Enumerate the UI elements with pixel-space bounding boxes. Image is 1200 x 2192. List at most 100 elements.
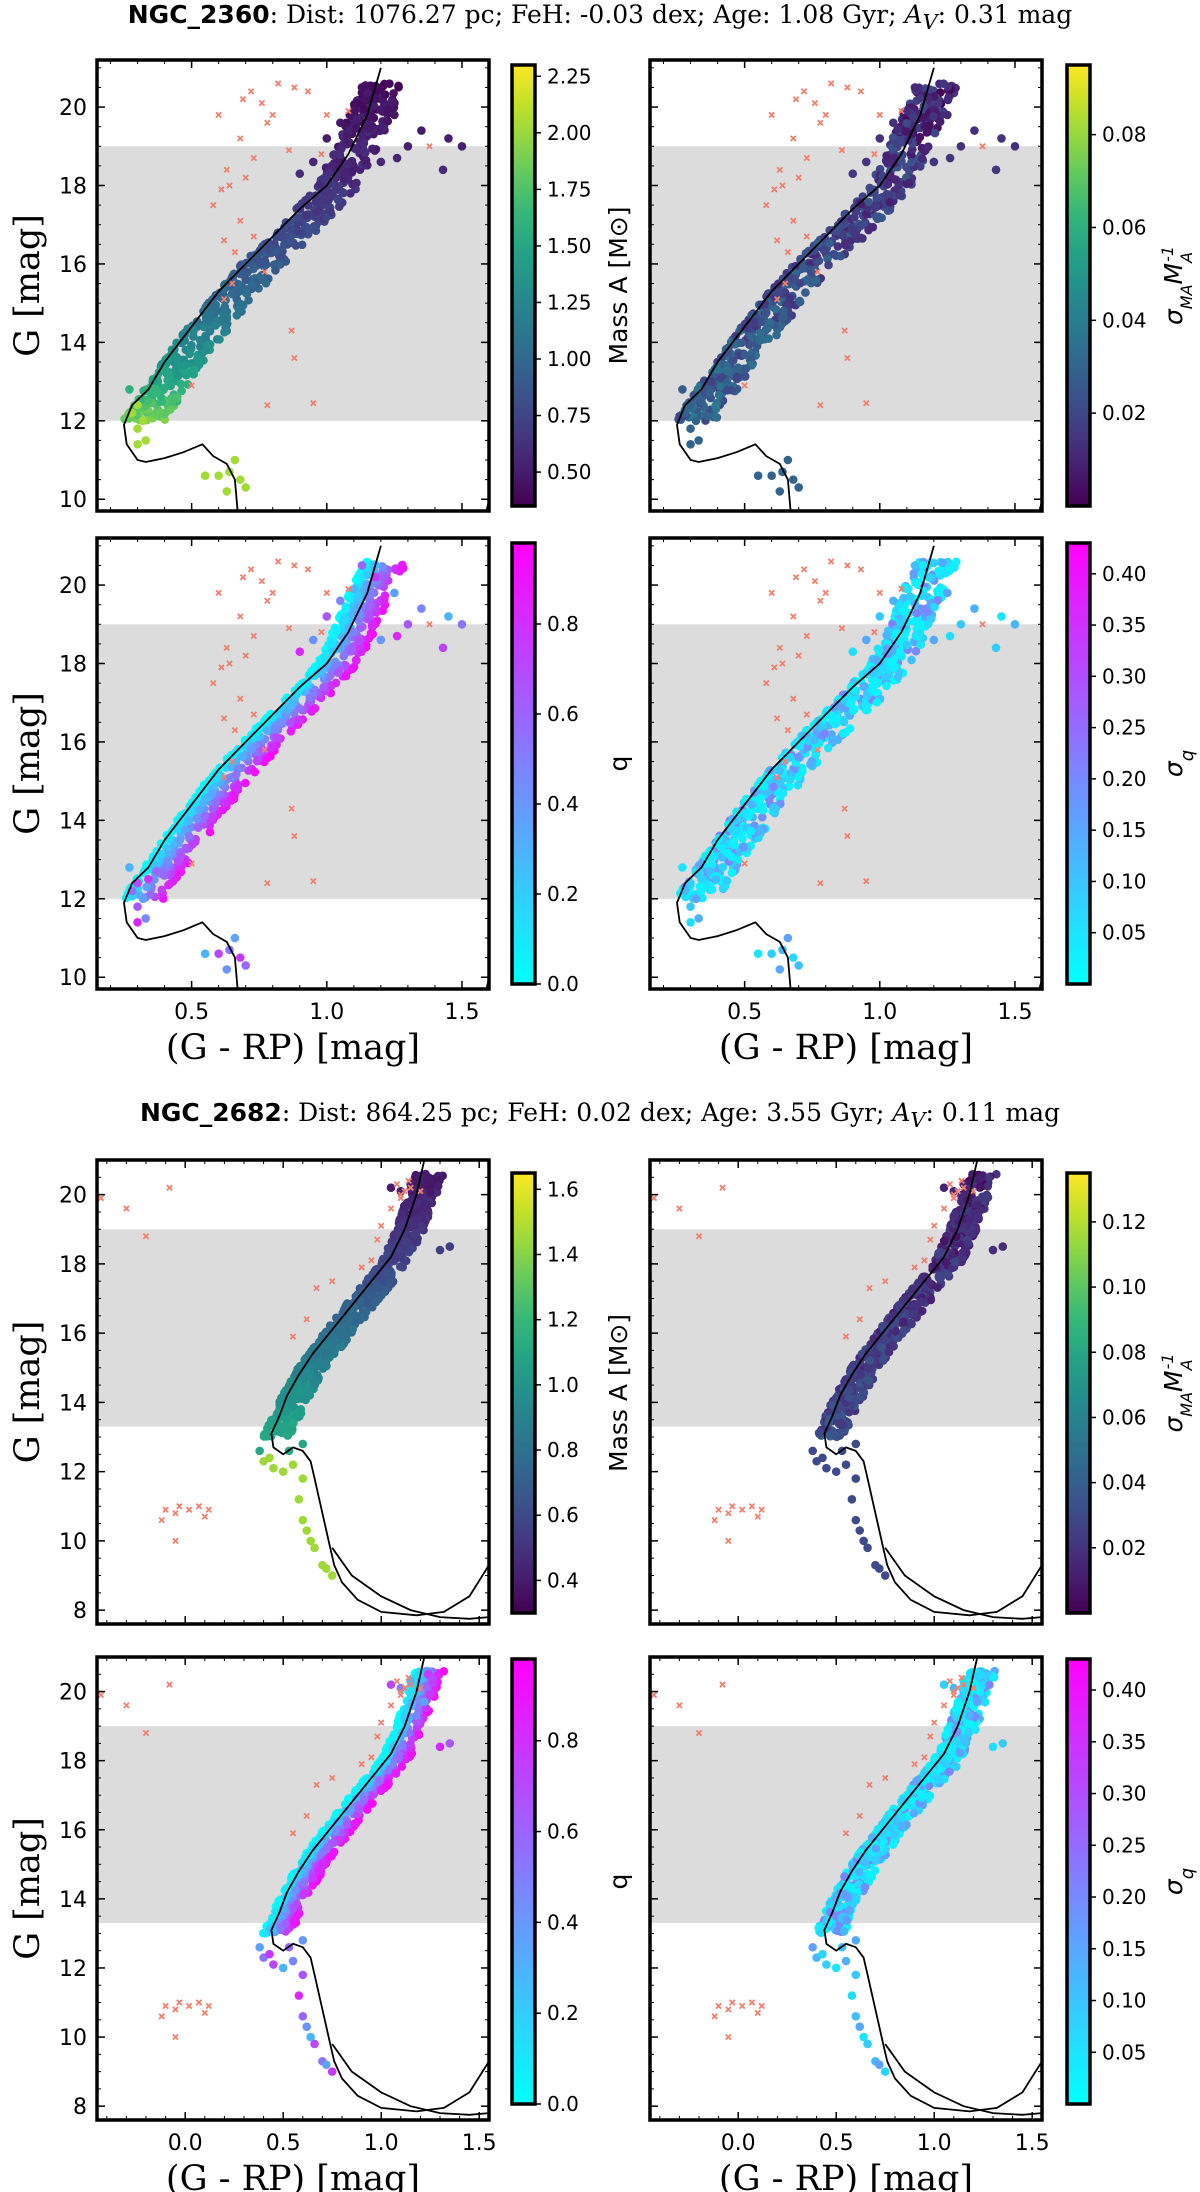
field-star [741, 382, 748, 389]
x-tick-label: 1.0 [862, 1000, 897, 1025]
member-star [882, 151, 891, 161]
field-star [374, 1236, 381, 1243]
field-star [231, 726, 239, 734]
member-star [933, 98, 943, 108]
member-star [377, 562, 387, 571]
field-star [172, 1537, 179, 1545]
axes-frame [648, 1158, 1044, 1626]
member-star [208, 804, 217, 814]
member-star [260, 757, 269, 767]
member-star [909, 113, 919, 122]
member-star [912, 608, 921, 618]
field-star [220, 773, 228, 781]
member-star [293, 1408, 303, 1417]
member-star [403, 619, 413, 629]
member-star [970, 604, 979, 613]
member-star [794, 961, 803, 970]
member-star [951, 1232, 961, 1241]
x-tick-label: 0.5 [727, 1000, 762, 1025]
field-star [876, 589, 884, 597]
member-star [810, 735, 819, 745]
member-star [211, 797, 221, 806]
member-star [360, 148, 370, 158]
member-star [138, 416, 148, 426]
member-star [935, 1271, 944, 1281]
member-star [819, 729, 829, 739]
plot-area [650, 1160, 1042, 1620]
member-star [697, 874, 706, 884]
member-star [861, 700, 871, 710]
member-star [333, 668, 343, 677]
field-star [264, 401, 271, 409]
member-star [889, 118, 898, 128]
member-star [917, 569, 927, 579]
axes-frame [648, 58, 1044, 513]
member-star [945, 153, 955, 163]
member-star [882, 672, 891, 681]
field-star [792, 95, 800, 103]
member-star [933, 595, 943, 605]
field-star [288, 327, 295, 334]
field-star [773, 237, 781, 244]
field-star [871, 150, 878, 158]
field-star [247, 88, 255, 95]
member-star [923, 607, 933, 616]
plot-area [97, 545, 489, 989]
member-star [730, 840, 739, 850]
member-star [152, 389, 161, 398]
member-star [719, 883, 728, 893]
member-star [838, 729, 848, 738]
field-star [345, 585, 352, 593]
field-star [426, 621, 433, 628]
member-star [811, 275, 821, 285]
member-star [395, 1253, 405, 1262]
field-star [898, 107, 905, 115]
member-star [891, 1333, 901, 1342]
member-star [282, 238, 291, 248]
colorbar-tick-label: 0.4 [547, 792, 579, 816]
member-star [756, 793, 766, 803]
field-star [741, 860, 748, 867]
member-star [991, 643, 1001, 653]
member-star [324, 1340, 333, 1349]
member-star [848, 169, 858, 179]
field-star [776, 166, 784, 174]
member-star [861, 669, 871, 679]
member-star [383, 116, 393, 126]
member-star [199, 356, 208, 365]
field-star [844, 562, 851, 569]
isochrone [270, 1160, 489, 1617]
member-star [733, 372, 742, 382]
colorbar-tick-label: 0.40 [1102, 562, 1147, 586]
member-star [201, 811, 210, 821]
y-tick-label: 10 [59, 488, 87, 513]
member-star [308, 157, 318, 167]
member-star [923, 142, 933, 152]
member-star [761, 308, 771, 318]
field-star [817, 597, 824, 604]
field-star [220, 295, 228, 303]
member-star [943, 588, 952, 598]
member-star [390, 588, 399, 598]
member-star [321, 650, 331, 659]
member-star [345, 126, 354, 135]
field-star [220, 237, 228, 244]
member-star [708, 853, 718, 863]
cluster-name: NGC_2360 [127, 0, 270, 29]
member-star [965, 1214, 974, 1224]
member-star [926, 1295, 936, 1305]
member-star [723, 848, 732, 858]
member-star [943, 110, 952, 120]
member-star [157, 885, 167, 895]
member-star [387, 97, 397, 106]
member-star [913, 1280, 922, 1289]
field-star [185, 1506, 193, 1513]
member-star [746, 826, 756, 836]
field-star [800, 88, 808, 95]
member-star [872, 698, 882, 707]
member-star [218, 309, 228, 319]
member-star [310, 704, 320, 713]
member-star [915, 628, 925, 638]
member-star [285, 718, 295, 728]
member-star [759, 782, 769, 791]
